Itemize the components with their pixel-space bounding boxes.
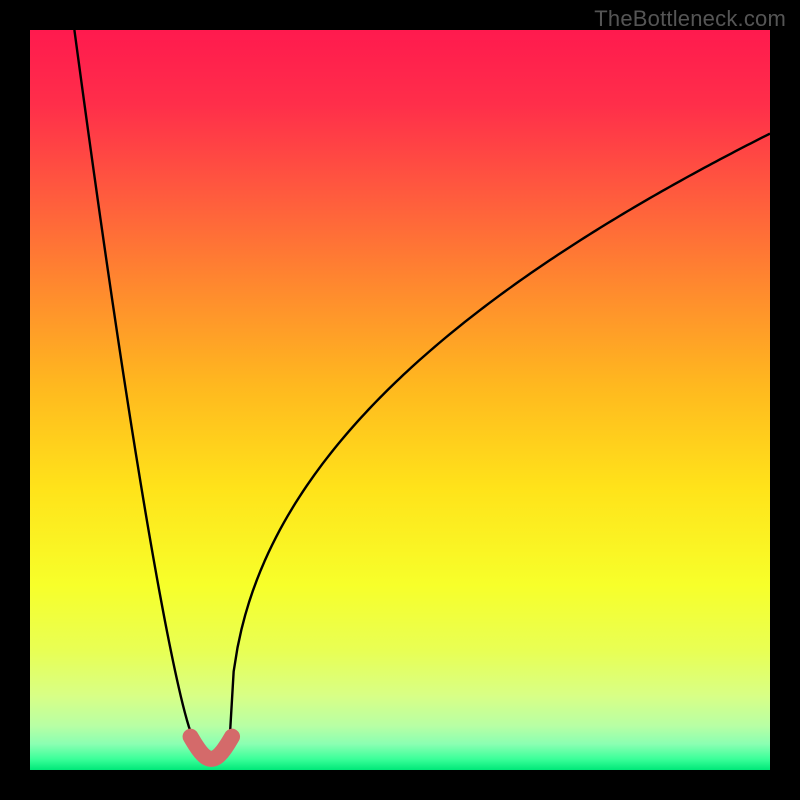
plot-frame	[30, 30, 770, 770]
chart-stage: TheBottleneck.com	[0, 0, 800, 800]
dip-highlight	[191, 737, 232, 759]
curve-layer	[30, 30, 770, 770]
bottleneck-curve	[74, 30, 770, 759]
watermark-text: TheBottleneck.com	[594, 6, 786, 32]
